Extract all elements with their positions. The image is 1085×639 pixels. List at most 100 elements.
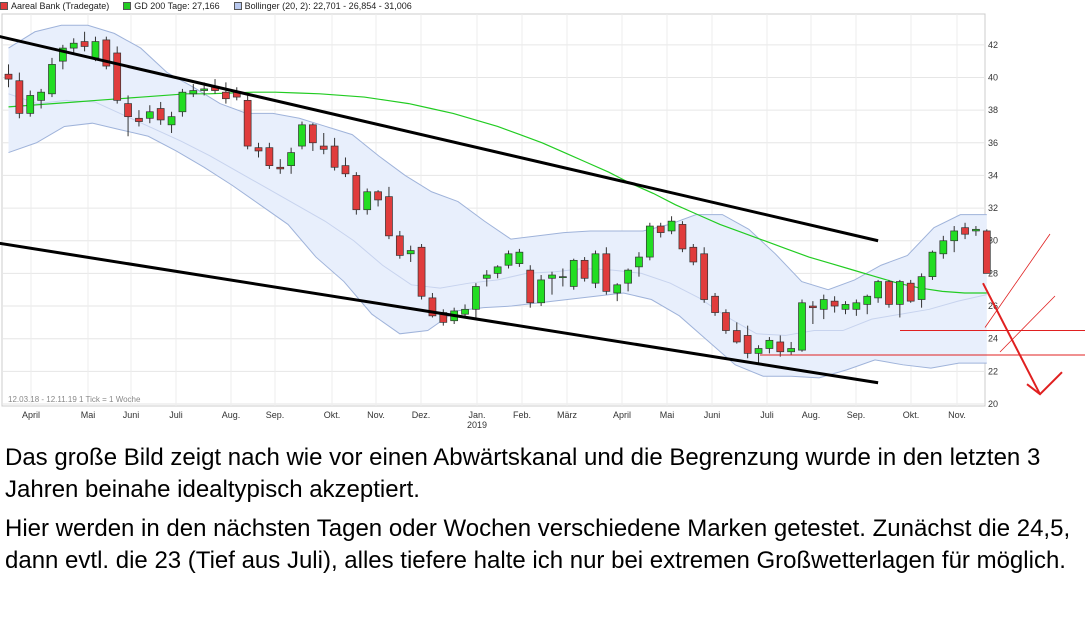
- candle-body: [635, 256, 643, 268]
- candle-body: [928, 251, 937, 278]
- candle-body: [895, 281, 904, 305]
- candle-body: [309, 124, 317, 144]
- candle-body: [874, 281, 882, 299]
- candle-body: [559, 276, 567, 279]
- forecast-arrow: [982, 282, 1041, 395]
- candle-body: [341, 165, 350, 175]
- candle-body: [472, 286, 480, 310]
- candle-body: [819, 299, 828, 310]
- candle-body: [798, 302, 806, 351]
- projection-line-1: [984, 233, 1051, 328]
- candle-body: [863, 295, 872, 305]
- candle-body: [678, 224, 687, 250]
- x-tick-label: Nov.: [948, 410, 966, 420]
- y-tick-label: 22: [988, 366, 998, 376]
- candle-body: [689, 246, 698, 263]
- bollinger-lower-line: [8, 122, 987, 379]
- candle-body: [537, 279, 545, 304]
- candlestick-chart: 20 22 24 26 28 30 32 34 36 38 40 42 April Mai Juni Juli…: [0, 13, 1085, 430]
- y-tick-label: 26: [988, 301, 998, 311]
- x-tick-label: Aug.: [802, 410, 821, 420]
- legend-item: Aareal Bank (Tradegate): [0, 1, 109, 11]
- chart-legend: Aareal Bank (Tradegate) GD 200 Tage: 27,1…: [0, 0, 426, 12]
- candle-body: [830, 300, 839, 307]
- candle-body: [482, 274, 491, 279]
- candle-body: [428, 297, 437, 317]
- candle-body: [91, 41, 100, 59]
- x-tick-label: Nov.: [367, 410, 385, 420]
- candle-body: [917, 276, 926, 300]
- candle-body: [852, 302, 861, 310]
- y-tick-label: 20: [988, 399, 998, 409]
- candle-body: [395, 235, 404, 256]
- candle-body: [330, 145, 339, 168]
- candle-body: [406, 250, 415, 255]
- bollinger-mid-line: [8, 93, 987, 336]
- candle-body: [15, 80, 24, 114]
- candle-body: [743, 335, 752, 354]
- candle-body: [200, 88, 209, 91]
- y-tick-label: 38: [988, 105, 998, 115]
- legend-item: GD 200 Tage: 27,166: [123, 1, 220, 11]
- candle-body: [4, 73, 13, 80]
- candle-body: [287, 152, 295, 166]
- x-tick-label: Jan.: [468, 410, 485, 420]
- candle-body: [885, 281, 893, 305]
- candle-body: [222, 91, 230, 100]
- candle-body: [69, 42, 78, 49]
- x-tick-label: Okt.: [903, 410, 920, 420]
- candle-body: [352, 175, 361, 211]
- candle-body: [809, 305, 817, 309]
- x-tick-label: Mai: [660, 410, 675, 420]
- candle-body: [950, 230, 959, 242]
- candle-body: [461, 308, 469, 315]
- y-tick-label: 24: [988, 334, 998, 344]
- y-tick-label: 34: [988, 170, 998, 180]
- candle-body: [722, 312, 730, 331]
- candle-body: [254, 147, 263, 152]
- candle-body: [613, 284, 622, 294]
- ma200-line: [8, 91, 987, 294]
- candle-body: [515, 251, 524, 264]
- year-label: 2019: [467, 420, 487, 430]
- commentary-paragraph-1: Das große Bild zeigt nach wie vor einen …: [5, 444, 1041, 503]
- legend-swatch: [233, 2, 242, 10]
- x-tick-label: Mai: [81, 410, 96, 420]
- x-tick-label: April: [22, 410, 40, 420]
- x-tick-label: April: [613, 410, 631, 420]
- y-tick-label: 42: [988, 40, 998, 50]
- candle-body: [504, 253, 513, 266]
- candle-body: [700, 253, 709, 300]
- candle-body: [156, 108, 165, 121]
- y-tick-label: 32: [988, 203, 998, 213]
- candle-body: [939, 240, 948, 255]
- legend-label: GD 200 Tage: 27,166: [134, 1, 220, 11]
- candle-body: [178, 91, 187, 113]
- legend-swatch: [123, 2, 132, 10]
- candle-body: [363, 191, 372, 211]
- legend-label: Aareal Bank (Tradegate): [11, 1, 110, 11]
- candle-body: [167, 116, 176, 126]
- candle-body: [580, 259, 589, 279]
- x-tick-label: Juli: [169, 410, 183, 420]
- candle-body: [732, 330, 741, 343]
- candle-body: [961, 227, 969, 235]
- candle-body: [526, 269, 535, 304]
- x-tick-label: Okt.: [324, 410, 341, 420]
- candle-body: [417, 246, 426, 297]
- forecast-arrow-head: [1026, 371, 1063, 396]
- y-tick-label: 40: [988, 72, 998, 82]
- lower-channel-line: [0, 241, 879, 385]
- candle-body: [548, 274, 556, 279]
- candle-body: [754, 348, 763, 354]
- legend-swatch: [0, 2, 8, 10]
- candle-body: [113, 52, 122, 101]
- candle-body: [265, 147, 274, 166]
- candle-body: [765, 339, 774, 349]
- candle-body: [645, 225, 654, 258]
- candle-body: [906, 282, 915, 302]
- candle-body: [102, 39, 111, 67]
- y-tick-label: 36: [988, 138, 998, 148]
- candle-body: [48, 64, 56, 95]
- candle-body: [591, 253, 600, 284]
